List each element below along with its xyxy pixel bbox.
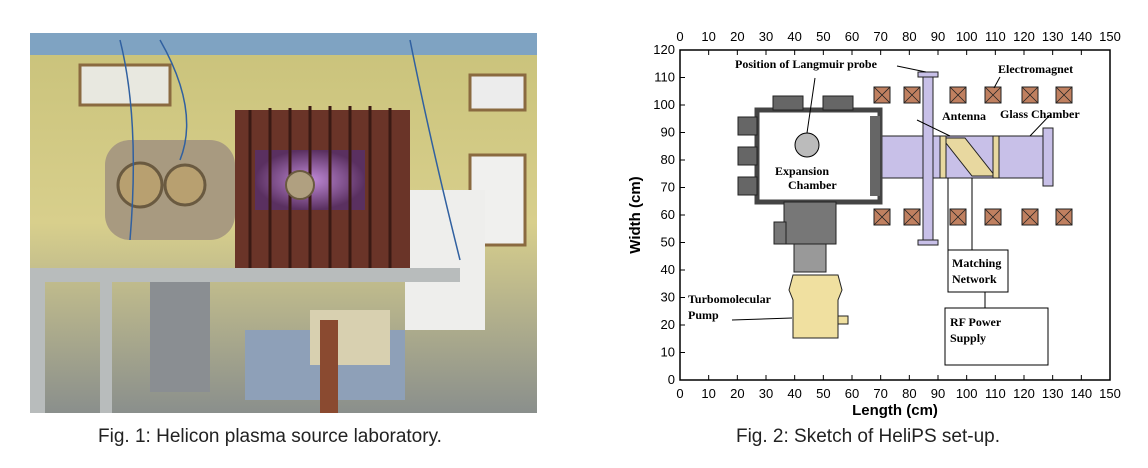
- y-tick-label: 100: [653, 97, 675, 112]
- x-tick-label: 50: [816, 386, 830, 401]
- x-tick-label: 100: [956, 386, 978, 401]
- x-tick-label: 80: [902, 386, 916, 401]
- y-tick-label: 60: [661, 207, 675, 222]
- electromagnet-label: Electromagnet: [998, 62, 1073, 76]
- y-tick-label: 120: [653, 42, 675, 57]
- y-tick-label: 110: [654, 70, 675, 85]
- y-tick-label: 70: [661, 180, 675, 195]
- y-tick-label: 50: [661, 235, 675, 250]
- x-tick-label: 130: [1042, 386, 1064, 401]
- y-tick-label: 20: [661, 317, 675, 332]
- x-tick-label-top: 130: [1042, 29, 1064, 44]
- x-tick-label: 110: [985, 386, 1006, 401]
- figure-caption: Fig. 1: Helicon plasma source laboratory…: [98, 426, 442, 447]
- y-tick-label: 30: [661, 290, 675, 305]
- x-tick-label: 40: [787, 386, 801, 401]
- x-tick-label-top: 90: [931, 29, 945, 44]
- y-tick-label: 0: [668, 372, 675, 387]
- x-tick-label-top: 10: [701, 29, 715, 44]
- matching-label: Matching: [952, 256, 1001, 270]
- x-tick-label: 140: [1070, 386, 1092, 401]
- x-tick-label-top: 150: [1099, 29, 1121, 44]
- x-tick-label-top: 20: [730, 29, 744, 44]
- x-tick-label: 150: [1099, 386, 1121, 401]
- rf-label: Supply: [950, 331, 986, 345]
- x-tick-label-top: 60: [845, 29, 859, 44]
- pump-label: Pump: [688, 308, 719, 322]
- y-tick-label: 80: [661, 152, 675, 167]
- x-axis-label: Length (cm): [852, 402, 938, 419]
- lab-photo: [30, 33, 537, 413]
- setup-sketch: [679, 49, 1111, 381]
- y-tick-label: 10: [661, 345, 675, 360]
- probe-label: Position of Langmuir probe: [735, 57, 878, 71]
- x-tick-label-top: 70: [873, 29, 887, 44]
- pump-label: Turbomolecular: [688, 292, 772, 306]
- figure-caption: Fig. 2: Sketch of HeliPS set-up.: [736, 426, 1000, 447]
- x-tick-label-top: 140: [1070, 29, 1092, 44]
- matching-label: Network: [952, 272, 997, 286]
- x-tick-label: 20: [730, 386, 744, 401]
- expansion-label: Expansion: [775, 164, 829, 178]
- x-tick-label: 30: [759, 386, 773, 401]
- x-tick-label-top: 0: [676, 29, 683, 44]
- y-tick-label: 90: [661, 125, 675, 140]
- x-tick-label-top: 110: [985, 29, 1006, 44]
- x-tick-label-top: 100: [956, 29, 978, 44]
- x-tick-label-top: 80: [902, 29, 916, 44]
- x-tick-label: 60: [845, 386, 859, 401]
- x-tick-label: 90: [931, 386, 945, 401]
- glass-chamber-label: Glass Chamber: [1000, 107, 1080, 121]
- x-tick-label: 70: [873, 386, 887, 401]
- x-tick-label-top: 30: [759, 29, 773, 44]
- y-tick-label: 40: [661, 262, 675, 277]
- x-tick-label: 10: [701, 386, 715, 401]
- x-tick-label-top: 40: [787, 29, 801, 44]
- x-tick-label: 120: [1013, 386, 1035, 401]
- x-tick-label-top: 120: [1013, 29, 1035, 44]
- expansion-label: Chamber: [788, 178, 837, 192]
- x-tick-label: 0: [676, 386, 683, 401]
- x-tick-label-top: 50: [816, 29, 830, 44]
- y-axis-label: Width (cm): [627, 176, 644, 253]
- antenna-label: Antenna: [942, 109, 986, 123]
- rf-label: RF Power: [950, 315, 1002, 329]
